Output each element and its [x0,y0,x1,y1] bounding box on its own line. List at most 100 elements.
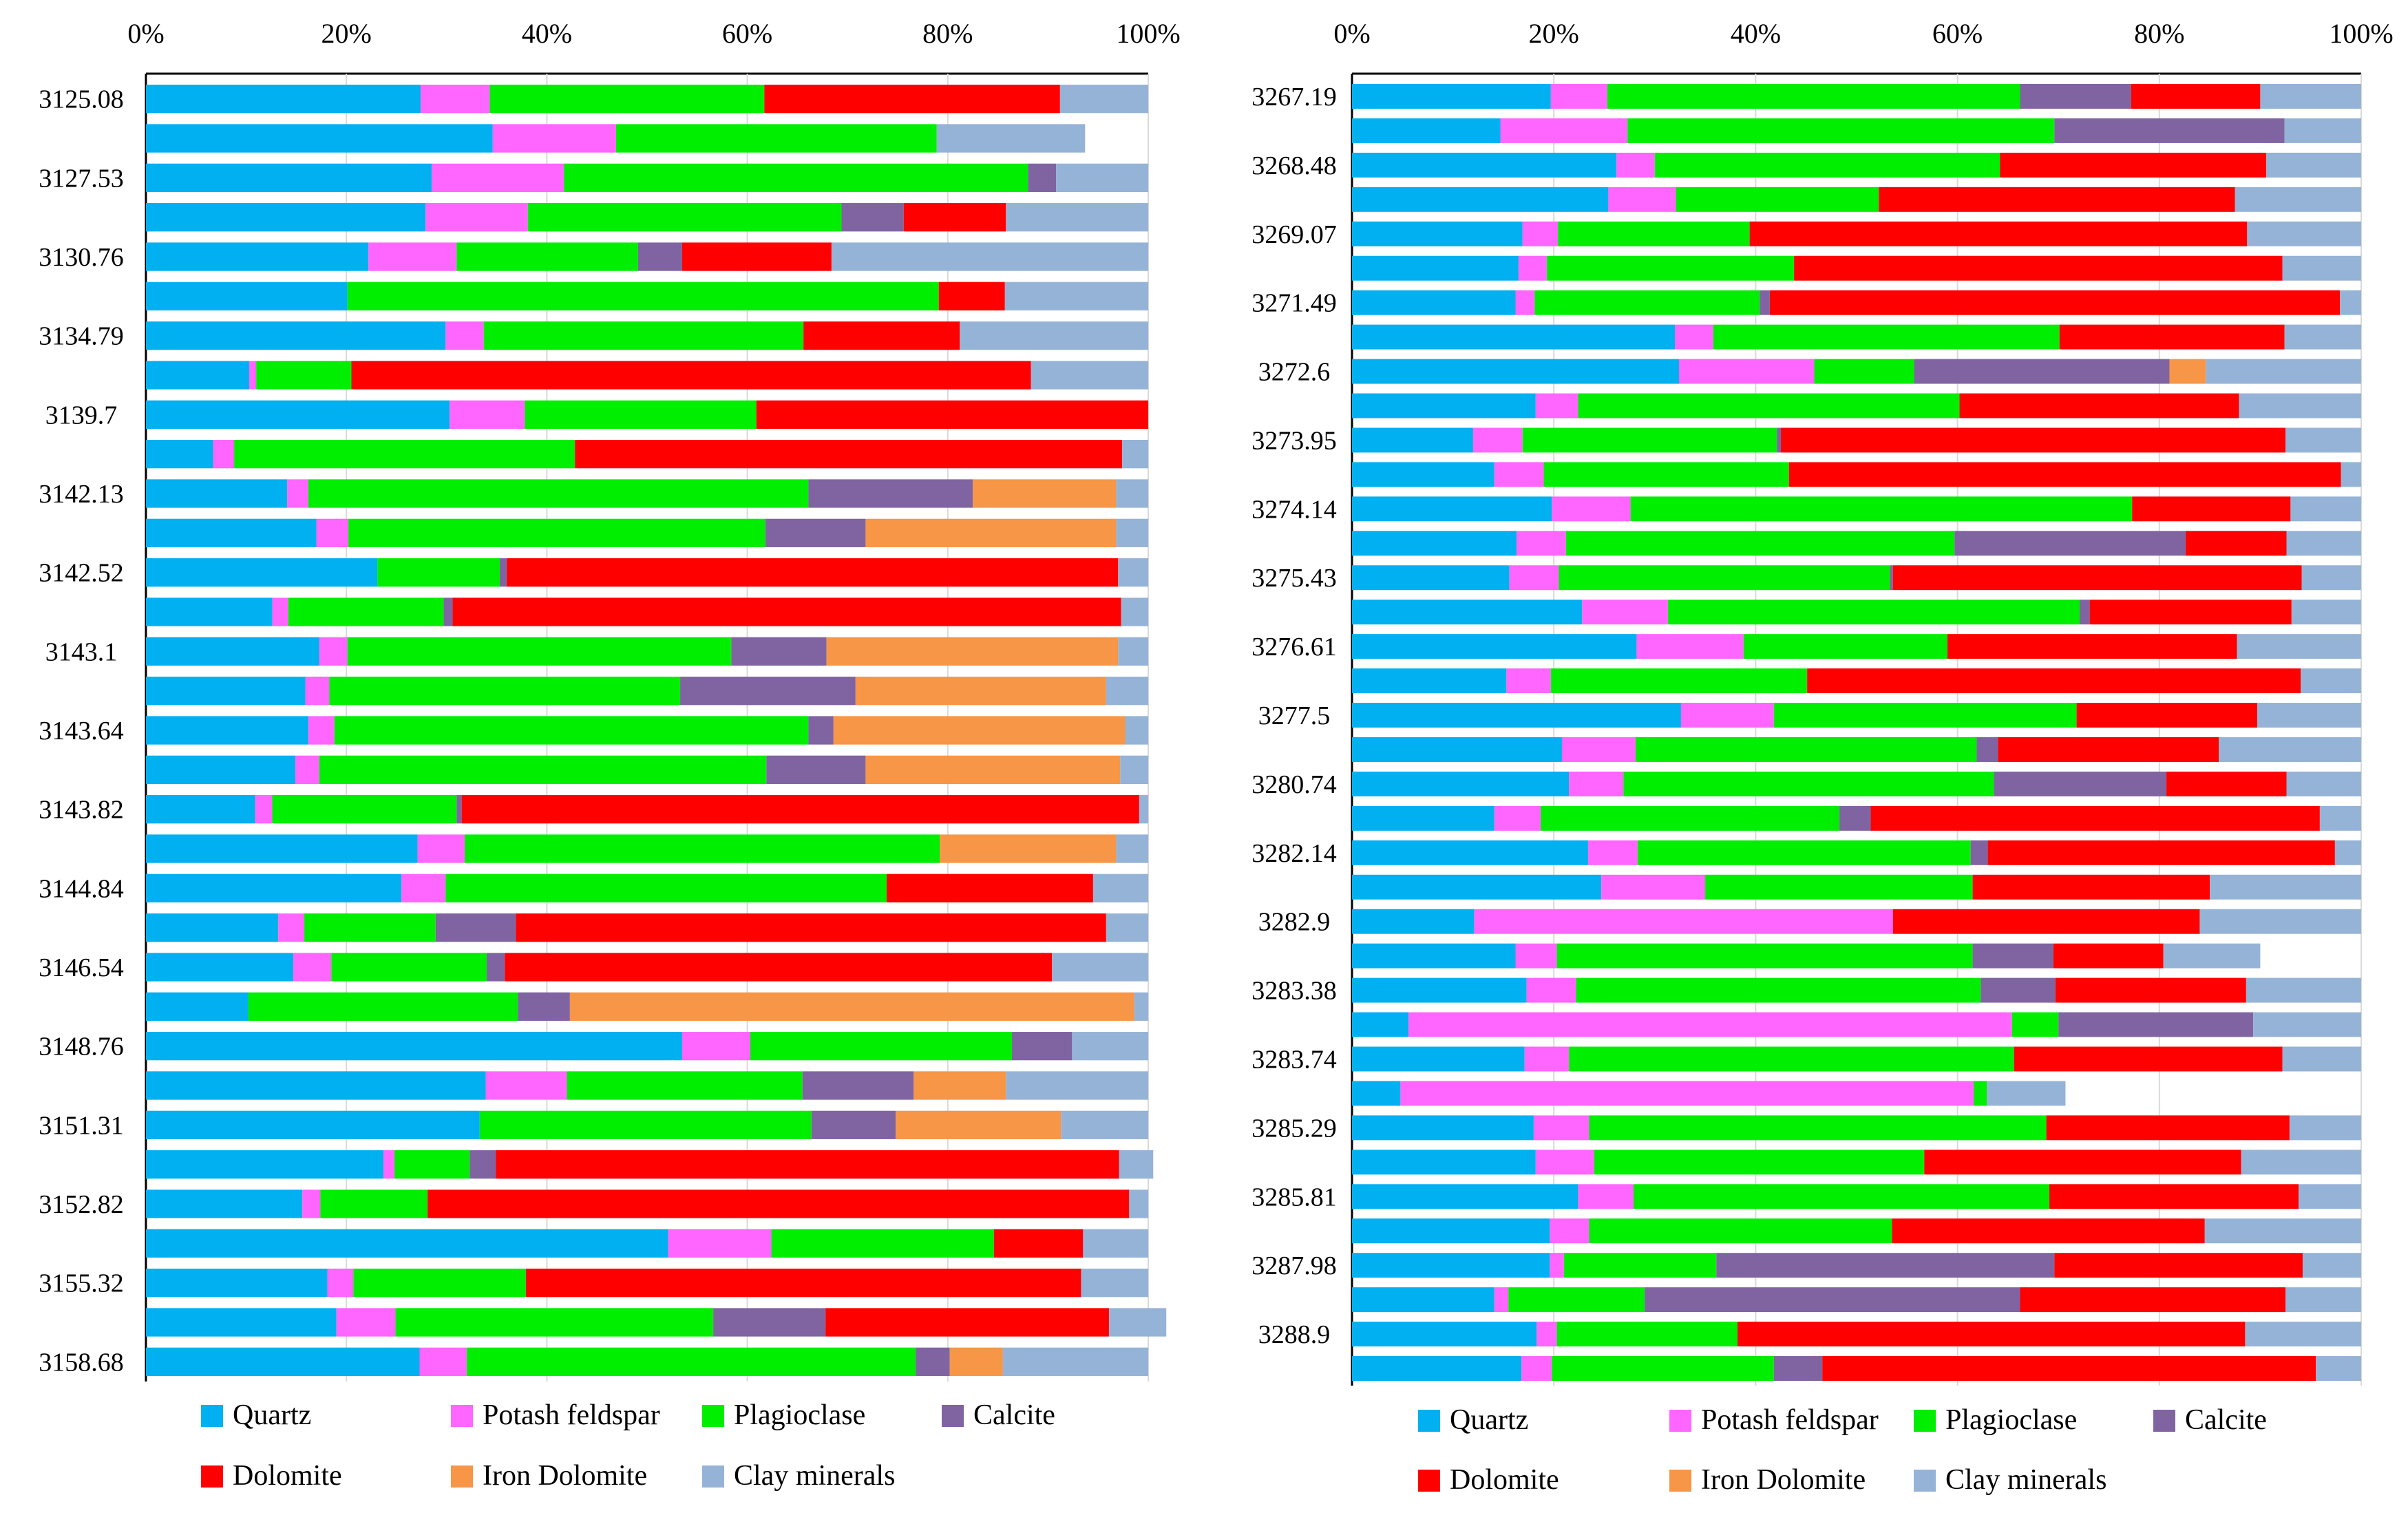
y-tick-label: 3158.68 [39,1348,124,1377]
bar-segment-quartz [1352,805,1495,831]
bar-segment-potash-feldspar [450,400,525,429]
bar-segment-potash-feldspar [1552,496,1631,522]
bar-segment-plagioclase [1713,324,2060,350]
bar-segment-dolomite [886,874,1093,902]
bar-segment-clay-minerals [2282,255,2361,281]
bar-segment-potash-feldspar [1536,1322,1557,1347]
bar-segment-clay-minerals [2341,462,2361,487]
bar-segment-clay-minerals [2302,1253,2361,1278]
bar-segment-potash-feldspar [1526,977,1576,1003]
bar-segment-potash-feldspar [1494,805,1541,831]
bar-segment-calcite [1777,427,1782,453]
bar-segment-clay-minerals [1987,1081,2066,1106]
bar-segment-potash-feldspar [1616,152,1655,178]
bar-segment-iron-dolomite [973,479,1117,508]
bar-segment-potash-feldspar [1515,290,1535,315]
bar-segment-dolomite [575,440,1123,469]
bar-segment-calcite [731,637,827,666]
bar-segment-plagioclase [288,597,444,626]
bar-segment-clay-minerals [1122,440,1148,469]
y-tick-label: 3143.1 [45,637,118,666]
bar-segment-clay-minerals [2237,634,2361,659]
bar-segment-calcite [469,1150,496,1179]
bar-segment-dolomite [461,795,1139,824]
bar-segment-plagioclase [483,321,804,350]
bar-segment-potash-feldspar [417,834,465,863]
bar-segment-clay-minerals [2299,1184,2361,1209]
legend-label-plagioclase: Plagioclase [734,1399,865,1431]
bar-segment-plagioclase [525,400,757,429]
legend-swatch-iron-dolomite [1669,1470,1691,1492]
y-tick-label: 3276.61 [1251,633,1337,662]
bar-segment-plagioclase [308,479,809,508]
bar-segment-potash-feldspar [1521,1356,1552,1382]
bar-segment-potash-feldspar [1533,1115,1590,1141]
bar-segment-dolomite [2055,977,2246,1003]
bar-segment-plagioclase [348,518,765,547]
bar-segment-plagioclase [319,755,767,784]
bar-segment-dolomite [1998,737,2219,762]
bar-segment-dolomite [1749,221,2248,246]
bar-segment-clay-minerals [2301,565,2361,591]
x-tick-label: 0% [127,18,164,49]
bar-segment-plagioclase [456,242,638,271]
legend-label-plagioclase: Plagioclase [1945,1404,2077,1436]
bar-segment-plagioclase [1563,1253,1717,1278]
y-tick-label: 3142.52 [39,559,124,588]
bar-segment-clay-minerals [1081,1269,1148,1298]
y-tick-label: 3151.31 [39,1111,124,1140]
bar-segment-clay-minerals [1059,85,1148,114]
bar-segment-calcite [808,716,834,745]
bar-segment-dolomite [1972,874,2210,900]
x-tick-label: 60% [722,18,772,49]
bar-segment-potash-feldspar [420,85,490,114]
bar-segment-plagioclase [1589,1218,1892,1244]
bar-segment-dolomite [2014,1046,2283,1072]
bar-segment-potash-feldspar [1400,1081,1974,1106]
bar-segment-quartz [1352,1115,1534,1141]
bar-segment-potash-feldspar [1608,187,1676,212]
y-tick-label: 3152.82 [39,1190,124,1219]
bar-segment-quartz [1352,152,1617,178]
bar-segment-clay-minerals [1120,755,1148,784]
bar-segment-clay-minerals [2239,393,2361,419]
bar-segment-clay-minerals [1061,1110,1148,1139]
y-tick-label: 3285.81 [1251,1183,1337,1211]
bar-segment-plagioclase [331,953,487,982]
y-tick-label: 3277.5 [1258,701,1331,730]
bar-segment-plagioclase [1522,427,1777,453]
bar-segment-calcite [487,953,505,982]
y-tick-label: 3267.19 [1251,83,1337,112]
bar-segment-plagioclase [329,677,681,706]
legend-swatch-plagioclase [1914,1410,1936,1432]
bar-segment-quartz [146,913,279,942]
bar-segment-clay-minerals [2301,668,2361,694]
bar-segment-plagioclase [445,874,887,902]
bar-segment-calcite [916,1347,950,1376]
bar-segment-plagioclase [347,282,939,310]
bar-segment-dolomite [2089,600,2292,625]
chart-right: 0% 20% 40% 60% 80% 100% 3267.19 3268.48 3269.07 3… [1251,18,2393,1496]
bar-segment-clay-minerals [1106,677,1148,706]
bar-segment-plagioclase [1569,1046,2014,1072]
bar-segment-clay-minerals [1125,716,1148,745]
bar-segment-plagioclase [615,124,937,153]
bar-segment-quartz [146,1189,303,1218]
bar-segment-potash-feldspar [1472,427,1523,453]
legend-label-dolomite: Dolomite [233,1460,342,1492]
bar-segment-plagioclase [1546,255,1795,281]
bar-segment-quartz [1352,840,1589,865]
bar-segment-plagioclase [395,1308,714,1337]
legend-swatch-plagioclase [702,1405,724,1427]
bar-segment-iron-dolomite [569,992,1134,1021]
x-tick-label: 20% [321,18,372,49]
bar-segment-clay-minerals [1002,1347,1148,1376]
bar-segment-potash-feldspar [668,1229,772,1258]
bar-segment-quartz [146,203,426,232]
bar-segment-plagioclase [304,913,436,942]
bar-segment-quartz [146,1110,480,1139]
bar-segment-plagioclase [479,1110,812,1139]
bar-segment-dolomite [351,361,1031,390]
bar-segment-clay-minerals [1109,1308,1167,1337]
